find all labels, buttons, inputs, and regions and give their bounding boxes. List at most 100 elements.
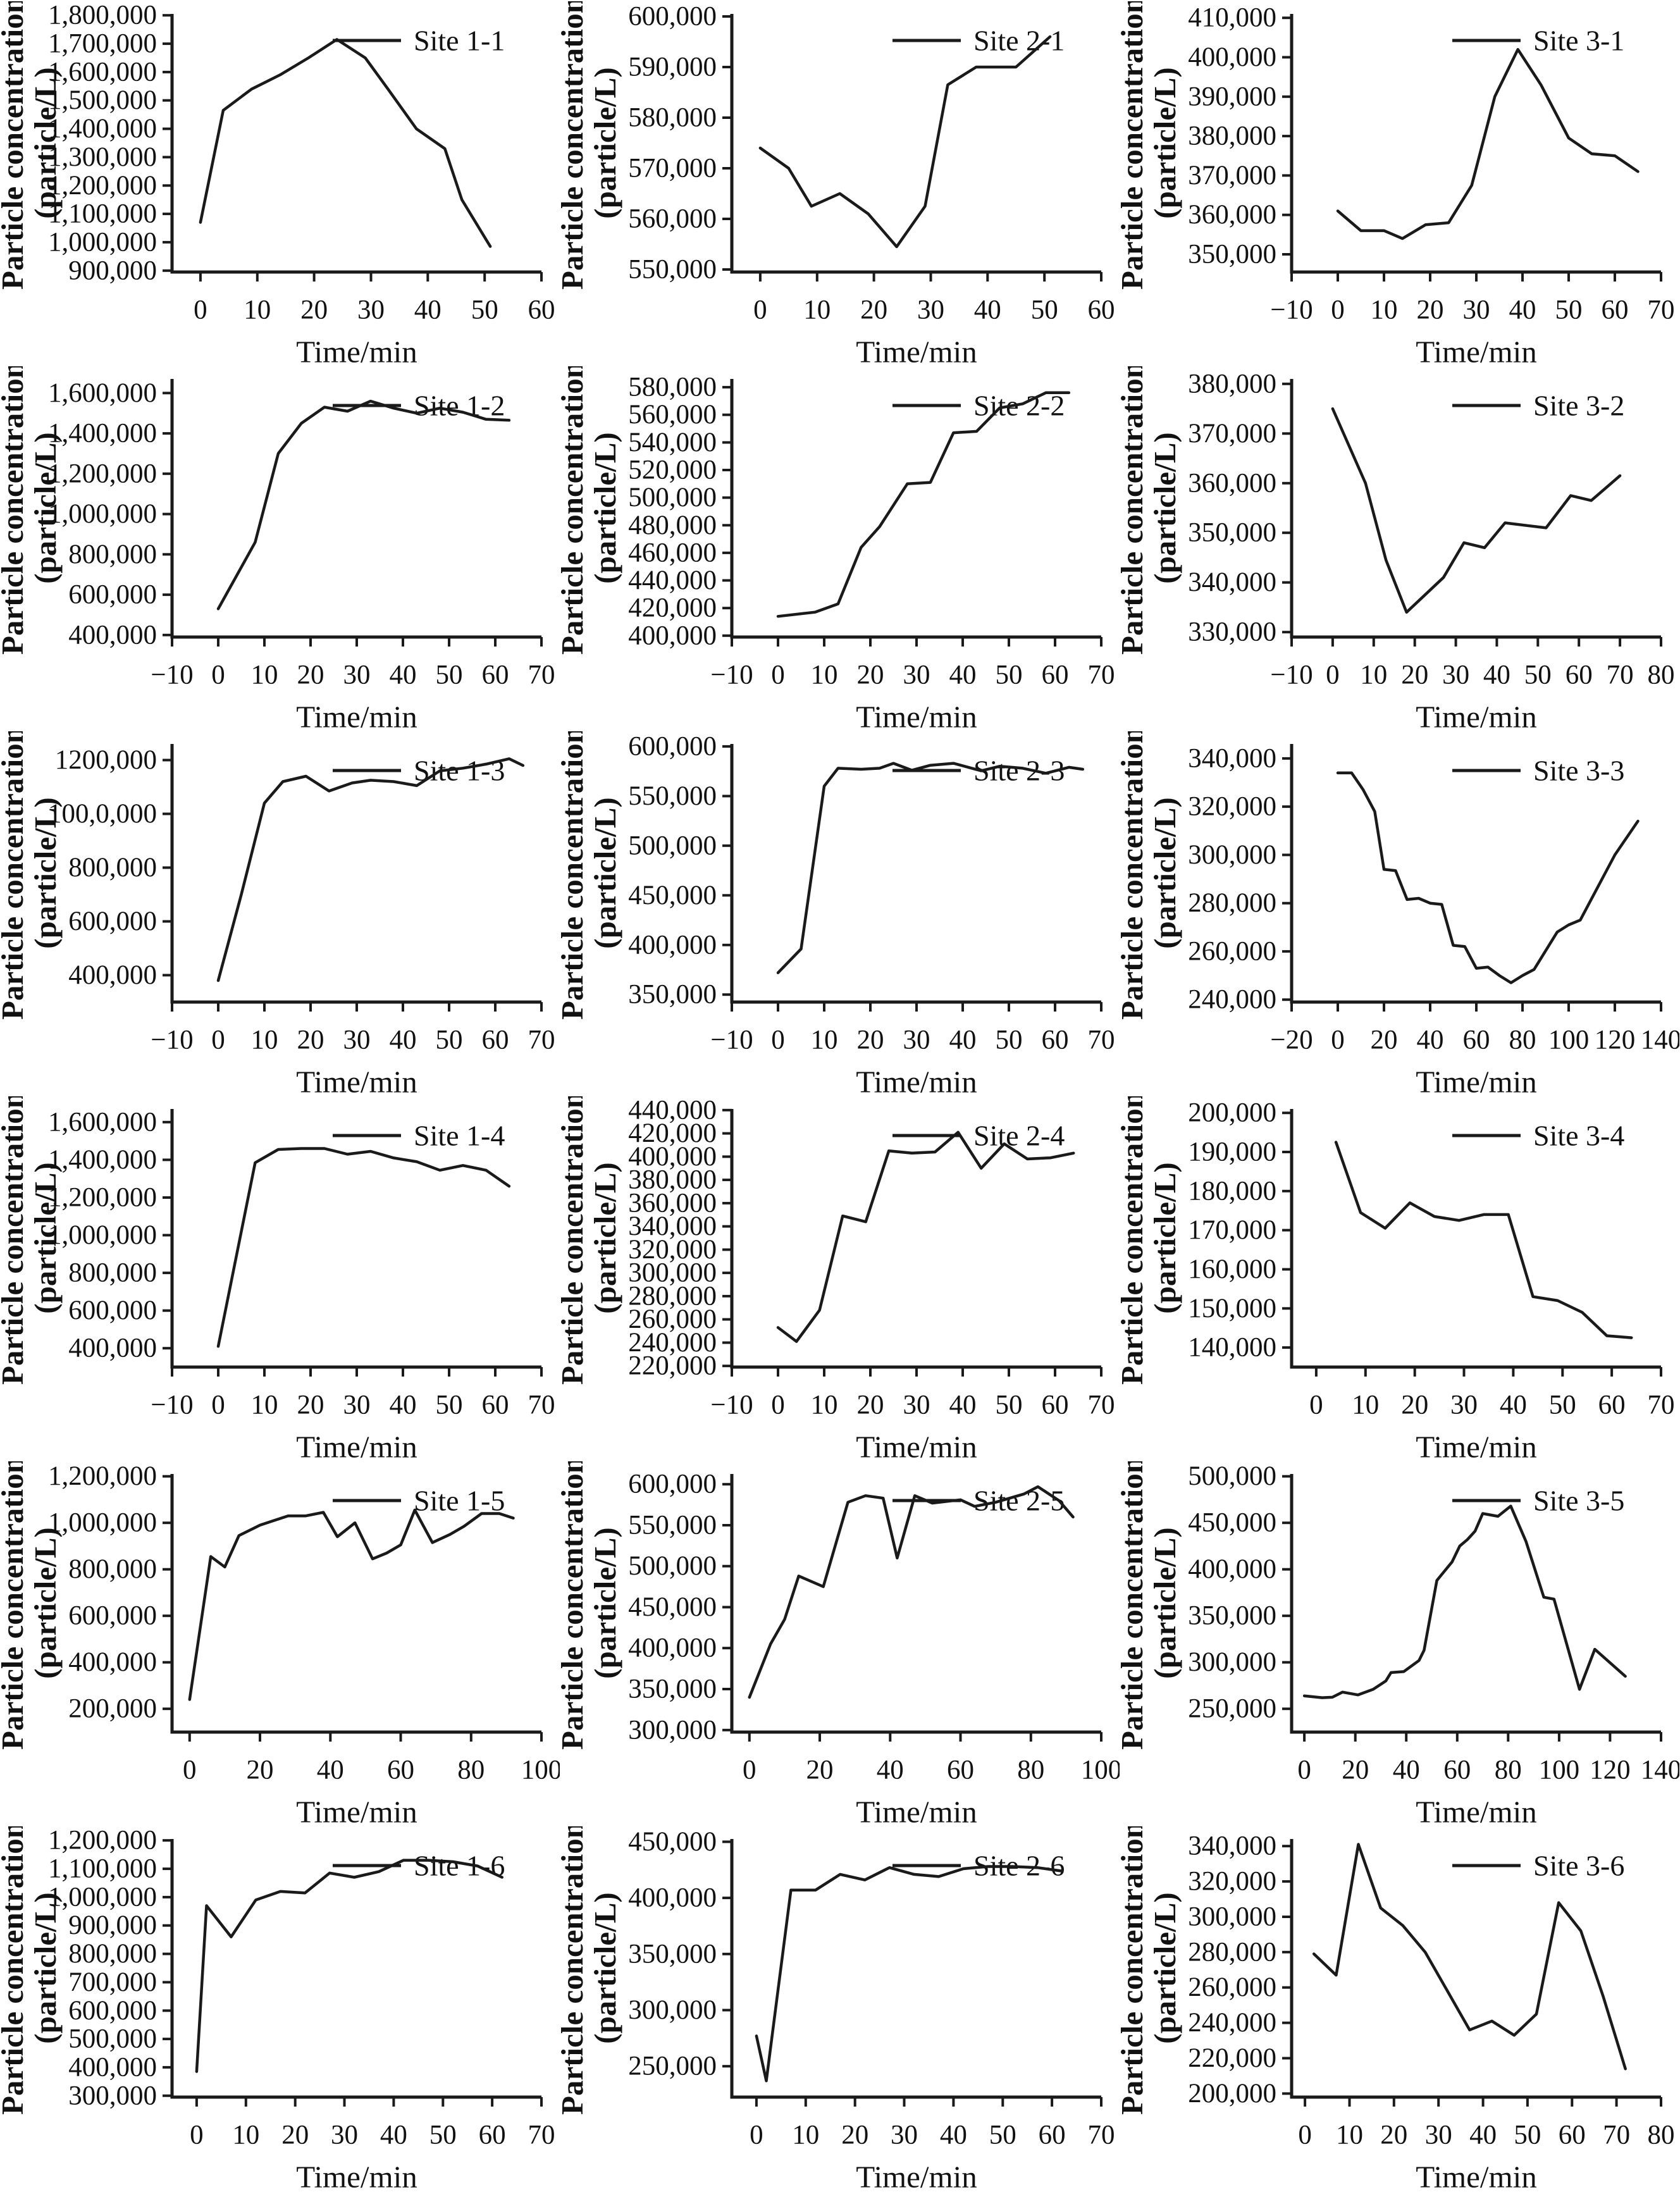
legend-label: Site 2-3 bbox=[973, 755, 1065, 787]
y-tick-label: 300,000 bbox=[1188, 1902, 1276, 1932]
data-line bbox=[188, 1508, 515, 1701]
x-tick-label: 50 bbox=[1031, 295, 1058, 325]
y-tick-label: 500,000 bbox=[628, 831, 717, 860]
x-tick-label: 70 bbox=[1088, 2121, 1115, 2150]
y-tick-label: 280,000 bbox=[628, 1281, 717, 1311]
x-tick-label: 50 bbox=[1524, 660, 1552, 690]
chart-site-2-2: 400,000 420,000 440,000 460,000 480,000 500,0… bbox=[560, 366, 1120, 731]
y-tick-label: 260,000 bbox=[1188, 1972, 1276, 2002]
data-line bbox=[1312, 1843, 1627, 2071]
y-tick-label: 1,600,000 bbox=[48, 378, 157, 408]
x-axis-label: Time/min bbox=[296, 700, 417, 732]
y-tick-label: 1,200,000 bbox=[48, 459, 157, 488]
y-tick-label: 1,600,000 bbox=[48, 1107, 157, 1137]
y-tick-label: 450,000 bbox=[628, 1592, 717, 1622]
x-tick-label: 80 bbox=[1648, 660, 1675, 690]
x-tick-label: 10 bbox=[251, 1025, 278, 1055]
y-tick-label: 550,000 bbox=[628, 781, 717, 811]
y-tick-label: 600,000 bbox=[68, 1296, 157, 1325]
legend-label: Site 2-5 bbox=[973, 1485, 1065, 1517]
y-tick-label: 300,000 bbox=[628, 1995, 717, 2025]
y-axis-label: Particle concentration(particle/L) bbox=[1120, 731, 1182, 1020]
x-tick-label: 0 bbox=[753, 295, 767, 325]
y-tick-label: 350,000 bbox=[1188, 1601, 1276, 1631]
x-tick-label: 40 bbox=[380, 2121, 407, 2150]
y-tick-label: 360,000 bbox=[628, 1188, 717, 1218]
x-tick-label: 80 bbox=[1509, 1025, 1536, 1055]
y-axis-label: Particle concentration(particle/L) bbox=[560, 1826, 622, 2115]
y-tick-label: 360,000 bbox=[1188, 200, 1276, 230]
chart-site-1-3: 400,000 600,000 800,000 100,0,000 1200,000 −1… bbox=[0, 731, 560, 1096]
y-tick-label: 250,000 bbox=[628, 2052, 717, 2081]
line-chart-svg: 330,000 340,000 350,000 360,000 370,000 380,0… bbox=[1120, 366, 1675, 731]
x-tick-label: 20 bbox=[860, 295, 887, 325]
x-tick-label: 40 bbox=[1393, 1755, 1420, 1785]
axis-frame bbox=[730, 14, 1101, 274]
line-chart-svg: 400,000 600,000 800,000 100,0,000 1200,000 −1… bbox=[0, 731, 555, 1097]
legend-label: Site 3-4 bbox=[1533, 1120, 1624, 1152]
x-tick-label: 50 bbox=[996, 660, 1023, 690]
x-tick-label: 70 bbox=[1088, 1025, 1115, 1055]
x-tick-label: 70 bbox=[1648, 295, 1675, 325]
legend-label: Site 1-6 bbox=[414, 1850, 505, 1882]
y-tick-label: 550,000 bbox=[628, 1511, 717, 1540]
y-axis-label: Particle concentration(particle/L) bbox=[1120, 1096, 1182, 1385]
y-tick-label: 340,000 bbox=[1188, 567, 1276, 597]
x-tick-label: 20 bbox=[297, 1390, 324, 1420]
x-tick-label: 10 bbox=[811, 1025, 838, 1055]
x-tick-label: 70 bbox=[528, 660, 555, 690]
y-tick-label: 1,000,000 bbox=[48, 227, 157, 257]
y-tick-label: 560,000 bbox=[628, 400, 717, 430]
x-tick-label: 50 bbox=[436, 1390, 463, 1420]
x-tick-label: 0 bbox=[771, 1025, 785, 1055]
y-tick-label: 460,000 bbox=[628, 538, 717, 567]
x-tick-label: 50 bbox=[429, 2121, 457, 2150]
y-axis-label: Particle concentration(particle/L) bbox=[560, 366, 622, 655]
y-axis-label: Particle concentration(particle/L) bbox=[560, 731, 622, 1020]
x-tick-label: 0 bbox=[743, 1755, 757, 1785]
x-axis-label: Time/min bbox=[296, 2160, 417, 2192]
y-tick-label: 450,000 bbox=[1188, 1508, 1276, 1538]
x-tick-label: −10 bbox=[151, 1025, 193, 1055]
x-tick-label: 30 bbox=[343, 660, 371, 690]
x-tick-label: −10 bbox=[710, 1390, 753, 1420]
y-tick-label: 300,000 bbox=[68, 2081, 157, 2110]
x-tick-label: 140 bbox=[1641, 1755, 1679, 1785]
data-line bbox=[1336, 47, 1640, 240]
y-tick-label: 440,000 bbox=[628, 1096, 717, 1125]
x-tick-label: 60 bbox=[1443, 1755, 1471, 1785]
data-line bbox=[776, 1130, 1075, 1343]
x-tick-label: 0 bbox=[190, 2121, 204, 2150]
y-tick-label: 1,800,000 bbox=[48, 1, 157, 30]
x-tick-label: 140 bbox=[1641, 1025, 1679, 1055]
data-line bbox=[776, 762, 1085, 974]
chart-site-1-4: 400,000 600,000 800,000 1,000,000 1,200,000 1… bbox=[0, 1096, 560, 1461]
y-tick-label: 570,000 bbox=[628, 154, 717, 183]
x-axis-label: Time/min bbox=[296, 1065, 417, 1097]
y-tick-label: 1,400,000 bbox=[48, 1145, 157, 1175]
y-tick-label: 1,000,000 bbox=[48, 1508, 157, 1538]
x-tick-label: 0 bbox=[1309, 1390, 1323, 1420]
y-tick-label: 320,000 bbox=[1188, 792, 1276, 822]
y-tick-label: 400,000 bbox=[68, 1334, 157, 1363]
data-line bbox=[1302, 1504, 1627, 1699]
x-tick-label: 10 bbox=[792, 2121, 819, 2150]
line-chart-svg: 220,000240,000260,000280,000300,000320,0… bbox=[560, 1096, 1115, 1461]
y-tick-label: 550,000 bbox=[628, 255, 717, 285]
chart-site-2-5: 300,000 350,000 400,000 450,000 500,000 550,0… bbox=[560, 1461, 1120, 1826]
data-line bbox=[195, 1859, 503, 2073]
chart-site-3-4: 140,000 150,000 160,000 170,000 180,000 190,0… bbox=[1120, 1096, 1680, 1461]
data-line bbox=[199, 38, 492, 248]
axis-frame bbox=[1290, 1839, 1661, 2099]
x-tick-label: 30 bbox=[343, 1390, 371, 1420]
x-tick-label: 20 bbox=[841, 2121, 868, 2150]
x-tick-label: 60 bbox=[1042, 660, 1069, 690]
x-tick-label: 0 bbox=[1326, 660, 1340, 690]
y-axis-label: Particle concentration(particle/L) bbox=[0, 366, 63, 655]
x-axis-label: Time/min bbox=[1416, 2160, 1537, 2192]
chart-site-2-6: 250,000 300,000 350,000 400,000 450,000 0 10 20… bbox=[560, 1826, 1120, 2191]
x-tick-label: 70 bbox=[1088, 1390, 1115, 1420]
x-tick-label: 70 bbox=[528, 1390, 555, 1420]
data-line bbox=[776, 391, 1071, 618]
x-tick-label: 10 bbox=[803, 295, 831, 325]
